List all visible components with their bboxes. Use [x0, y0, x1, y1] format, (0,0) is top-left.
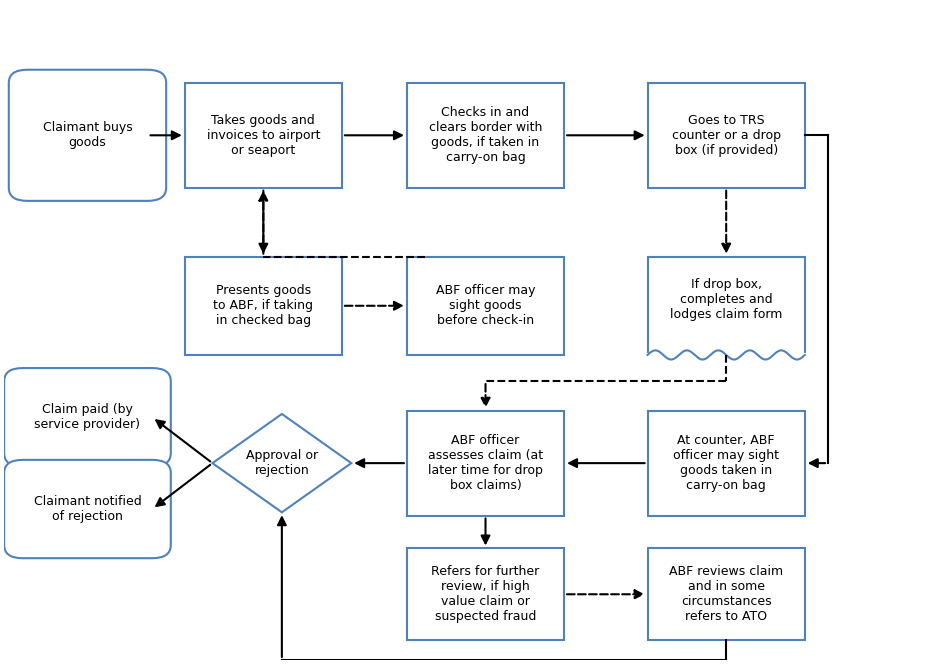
FancyBboxPatch shape [407, 83, 564, 188]
Text: ABF reviews claim
and in some
circumstances
refers to ATO: ABF reviews claim and in some circumstan… [669, 565, 784, 623]
Text: If drop box,
completes and
lodges claim form: If drop box, completes and lodges claim … [670, 278, 783, 321]
Text: ABF officer
assesses claim (at
later time for drop
box claims): ABF officer assesses claim (at later tim… [428, 434, 543, 492]
Text: Presents goods
to ABF, if taking
in checked bag: Presents goods to ABF, if taking in chec… [213, 284, 313, 327]
Polygon shape [212, 414, 351, 513]
Text: Takes goods and
invoices to airport
or seaport: Takes goods and invoices to airport or s… [206, 114, 320, 157]
Text: At counter, ABF
officer may sight
goods taken in
carry-on bag: At counter, ABF officer may sight goods … [673, 434, 779, 492]
Text: Checks in and
clears border with
goods, if taken in
carry-on bag: Checks in and clears border with goods, … [429, 106, 543, 164]
FancyBboxPatch shape [647, 83, 805, 188]
Text: Claimant buys
goods: Claimant buys goods [43, 122, 133, 149]
Text: Claimant notified
of rejection: Claimant notified of rejection [34, 495, 141, 523]
FancyBboxPatch shape [647, 410, 805, 515]
FancyBboxPatch shape [8, 70, 166, 201]
FancyBboxPatch shape [407, 410, 564, 515]
FancyBboxPatch shape [647, 548, 805, 640]
Text: Approval or
rejection: Approval or rejection [246, 449, 318, 477]
Text: ABF officer may
sight goods
before check-in: ABF officer may sight goods before check… [436, 284, 535, 327]
Text: Refers for further
review, if high
value claim or
suspected fraud: Refers for further review, if high value… [432, 565, 540, 623]
Text: Goes to TRS
counter or a drop
box (if provided): Goes to TRS counter or a drop box (if pr… [672, 114, 781, 157]
FancyBboxPatch shape [4, 460, 171, 558]
FancyBboxPatch shape [185, 83, 342, 188]
FancyBboxPatch shape [407, 548, 564, 640]
Text: Claim paid (by
service provider): Claim paid (by service provider) [35, 403, 140, 431]
FancyBboxPatch shape [4, 368, 171, 466]
FancyBboxPatch shape [185, 256, 342, 355]
FancyBboxPatch shape [647, 256, 805, 355]
FancyBboxPatch shape [407, 256, 564, 355]
